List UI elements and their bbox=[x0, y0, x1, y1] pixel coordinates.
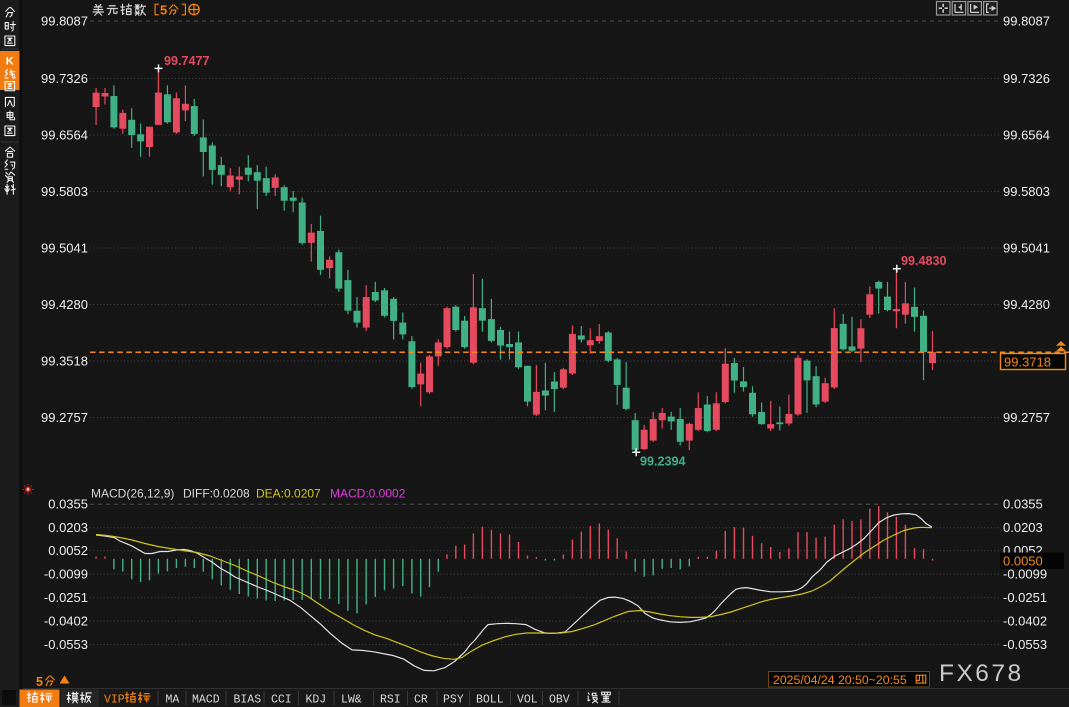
svg-text:0.0355: 0.0355 bbox=[1003, 497, 1043, 512]
svg-text:KDJ: KDJ bbox=[306, 694, 327, 707]
svg-text:99.2757: 99.2757 bbox=[1003, 410, 1050, 425]
svg-text:K: K bbox=[6, 56, 14, 68]
svg-text:99.8087: 99.8087 bbox=[1003, 13, 1050, 28]
svg-text:99.3518: 99.3518 bbox=[41, 353, 88, 368]
svg-text:99.2394: 99.2394 bbox=[640, 455, 686, 469]
svg-text:0.0050: 0.0050 bbox=[1003, 554, 1043, 569]
svg-text:99.5803: 99.5803 bbox=[1003, 184, 1050, 199]
svg-text:5: 5 bbox=[36, 675, 43, 689]
svg-text:MA: MA bbox=[166, 694, 180, 707]
svg-text:-0.0553: -0.0553 bbox=[1003, 637, 1047, 652]
svg-text:2025/04/24 20:50~20:55: 2025/04/24 20:50~20:55 bbox=[773, 673, 907, 687]
svg-text:99.6564: 99.6564 bbox=[1003, 127, 1050, 142]
svg-text:0.0203: 0.0203 bbox=[48, 520, 88, 535]
svg-text:-0.0402: -0.0402 bbox=[1003, 613, 1047, 628]
svg-text:99.6564: 99.6564 bbox=[41, 127, 88, 142]
svg-text:BOLL: BOLL bbox=[476, 694, 504, 707]
svg-text:OBV: OBV bbox=[549, 694, 570, 707]
svg-text:99.4280: 99.4280 bbox=[1003, 297, 1050, 312]
svg-text:FX678: FX678 bbox=[939, 660, 1024, 687]
svg-text:99.4830: 99.4830 bbox=[901, 254, 947, 268]
svg-text:LW&: LW& bbox=[341, 694, 362, 707]
svg-text:-0.0099: -0.0099 bbox=[44, 566, 88, 581]
svg-text:99.5041: 99.5041 bbox=[1003, 240, 1050, 255]
svg-text:CCI: CCI bbox=[271, 694, 292, 707]
svg-text:-0.0553: -0.0553 bbox=[44, 637, 88, 652]
svg-text:MACD: MACD bbox=[192, 694, 220, 707]
svg-text:-0.0099: -0.0099 bbox=[1003, 566, 1047, 581]
svg-text:99.5803: 99.5803 bbox=[41, 184, 88, 199]
svg-text:-0.0402: -0.0402 bbox=[44, 613, 88, 628]
svg-text:DIFF:0.0208: DIFF:0.0208 bbox=[183, 487, 250, 501]
svg-text:CR: CR bbox=[414, 694, 428, 707]
svg-text:99.7326: 99.7326 bbox=[41, 71, 88, 86]
svg-text:0.0052: 0.0052 bbox=[48, 543, 88, 558]
svg-text:VOL: VOL bbox=[517, 694, 538, 707]
svg-text:99.5041: 99.5041 bbox=[41, 240, 88, 255]
svg-text:99.4280: 99.4280 bbox=[41, 297, 88, 312]
svg-text:RSI: RSI bbox=[380, 694, 401, 707]
svg-text:-0.0251: -0.0251 bbox=[44, 590, 88, 605]
svg-text:PSY: PSY bbox=[443, 694, 464, 707]
svg-text:99.2757: 99.2757 bbox=[41, 410, 88, 425]
svg-text:99.7477: 99.7477 bbox=[164, 54, 210, 68]
svg-text:-0.0251: -0.0251 bbox=[1003, 590, 1047, 605]
svg-text:5: 5 bbox=[160, 3, 167, 18]
svg-text:MACD:0.0002: MACD:0.0002 bbox=[330, 487, 406, 501]
svg-text:0.0203: 0.0203 bbox=[1003, 520, 1043, 535]
svg-text:99.7326: 99.7326 bbox=[1003, 71, 1050, 86]
svg-text:DEA:0.0207: DEA:0.0207 bbox=[256, 487, 321, 501]
svg-text:MACD(26,12,9): MACD(26,12,9) bbox=[91, 487, 174, 501]
svg-text:VIP: VIP bbox=[104, 694, 125, 707]
svg-text:99.3718: 99.3718 bbox=[1004, 355, 1051, 370]
svg-text:0.0355: 0.0355 bbox=[48, 497, 88, 512]
svg-text:99.8087: 99.8087 bbox=[41, 13, 88, 28]
svg-text:BIAS: BIAS bbox=[234, 694, 262, 707]
